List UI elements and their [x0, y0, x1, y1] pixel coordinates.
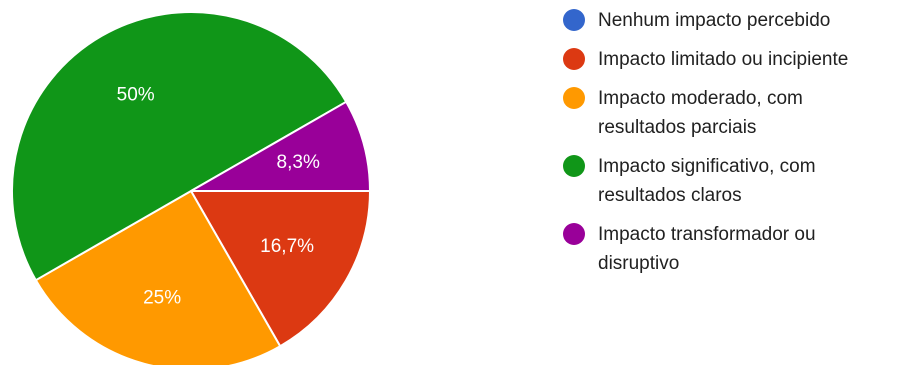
legend-label: Impacto significativo, com [598, 156, 816, 177]
legend-label: Impacto moderado, com [598, 88, 803, 109]
legend-swatch [563, 87, 585, 109]
pie-slice-4 [190, 100, 371, 192]
legend-swatch [563, 48, 585, 70]
legend-swatch [563, 9, 585, 31]
pie-slice-label-4: 8,3% [277, 152, 320, 173]
legend-item: Impacto significativo, com resultados cla… [563, 152, 913, 210]
pie-slice-2 [34, 190, 282, 365]
legend-item: Nenhum impacto percebido [563, 6, 913, 35]
legend-label: disruptivo [598, 253, 680, 274]
pie-slice-1 [190, 190, 371, 348]
legend-label: resultados claros [598, 185, 742, 206]
legend-item: Impacto moderado, com resultados parciais [563, 84, 913, 142]
legend-swatch [563, 155, 585, 177]
pie-slice-label-3: 50% [117, 84, 155, 105]
legend: Nenhum impacto percebido Impacto limitado… [563, 6, 913, 288]
legend-label: Impacto transformador ou [598, 224, 816, 245]
legend-label: Nenhum impacto percebido [598, 10, 831, 31]
legend-label: Impacto limitado ou incipiente [598, 49, 849, 70]
pie-slice-3 [11, 10, 348, 282]
legend-label: resultados parciais [598, 117, 757, 138]
pie-chart: 16,7% 25% 50% 8,3% [11, 10, 371, 365]
legend-item: Impacto limitado ou incipiente [563, 45, 913, 74]
pie-slice-label-2: 25% [143, 288, 181, 309]
legend-item: Impacto transformador ou disruptivo [563, 220, 913, 278]
pie-slice-label-1: 16,7% [260, 236, 314, 257]
legend-swatch [563, 223, 585, 245]
